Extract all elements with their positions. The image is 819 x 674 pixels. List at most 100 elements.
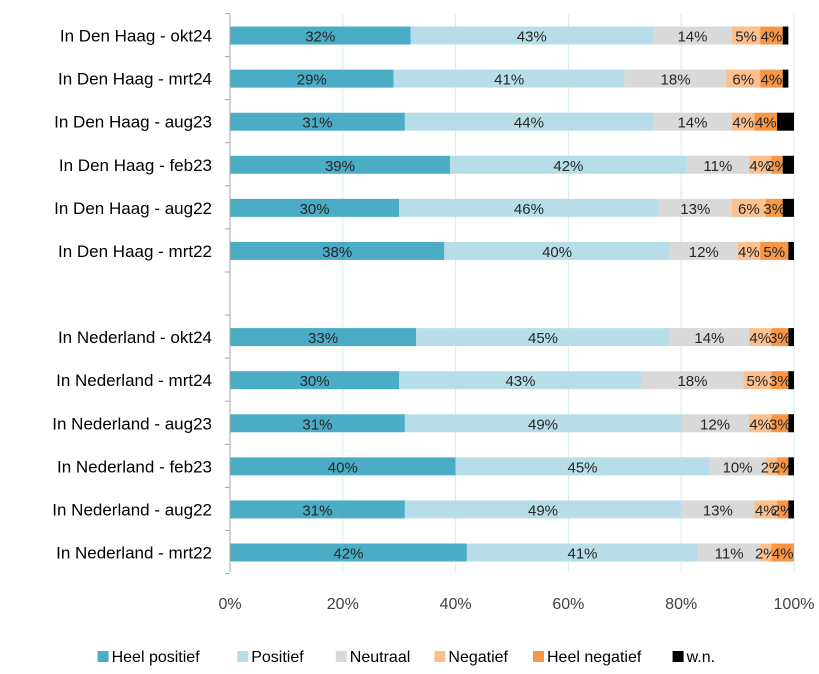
bar-segment (748, 414, 772, 433)
bar-segment (788, 371, 794, 390)
legend-label: Positief (251, 649, 304, 666)
bar-segment (230, 543, 467, 562)
data-label: 49% (528, 502, 558, 519)
data-label: 43% (517, 29, 547, 46)
bar-segment (760, 543, 772, 562)
data-label: 4% (738, 244, 760, 261)
legend-swatch (533, 651, 544, 662)
data-label: 2% (772, 502, 794, 519)
data-label: 3% (769, 373, 791, 390)
data-label: 18% (661, 72, 691, 89)
data-label: 5% (746, 373, 768, 390)
category-label: In Den Haag - feb23 (59, 156, 212, 175)
bar-segment (754, 112, 778, 131)
bar-segment (230, 241, 445, 260)
bar-segment (748, 155, 772, 174)
data-label: 39% (325, 158, 355, 175)
bar-segment (686, 155, 749, 174)
data-label: 30% (300, 201, 330, 218)
data-label: 46% (514, 201, 544, 218)
bar-segment (771, 414, 789, 433)
legend-label: Negatief (448, 649, 508, 666)
bar-segment (777, 112, 794, 131)
data-label: 4% (749, 416, 771, 433)
data-label: 4% (732, 115, 754, 132)
data-label: 45% (528, 330, 558, 347)
data-label: 5% (763, 244, 785, 261)
data-label: 14% (677, 29, 707, 46)
data-label: 4% (761, 29, 783, 46)
bar-segment (653, 26, 732, 45)
data-label: 4% (749, 330, 771, 347)
category-label: In Den Haag - aug22 (54, 199, 212, 218)
bar-segment (726, 69, 761, 88)
data-label: 30% (300, 373, 330, 390)
bar-segment (416, 328, 670, 347)
category-label: In Den Haag - aug23 (54, 113, 212, 132)
bar-segment (404, 414, 682, 433)
bar-segment (410, 26, 653, 45)
legend-label: Neutraal (350, 649, 410, 666)
data-label: 11% (715, 546, 744, 563)
bar-segment (731, 112, 755, 131)
legend-swatch (672, 651, 684, 662)
category-label: In Den Haag - okt24 (60, 27, 212, 46)
bars: 32% 43% 14% 5% 4%29% 41% 18% 6% 4%31% 44% 14% 4% 4%3… (230, 26, 794, 563)
data-label: 2% (766, 158, 788, 175)
bar-segment (230, 155, 450, 174)
bar-segment (777, 500, 789, 519)
data-label: 5% (735, 29, 757, 46)
category-labels: In Den Haag - okt24 In Den Haag - mrt24 In… (52, 27, 212, 563)
data-label: 6% (738, 201, 760, 218)
bar-segment (765, 457, 778, 476)
bar-segment (444, 241, 670, 260)
bar-segment (658, 198, 732, 217)
legend-swatch (97, 651, 109, 662)
bar-segment (731, 26, 761, 45)
legend-label: Heel negatief (547, 649, 642, 666)
bar-segment (681, 500, 755, 519)
data-label: 2% (755, 546, 777, 563)
data-label: 4% (749, 158, 771, 175)
data-label: 13% (680, 201, 710, 218)
bar-segment (765, 198, 783, 217)
data-label: 14% (694, 330, 724, 347)
data-label: 10% (723, 459, 753, 476)
data-label: 40% (542, 244, 572, 261)
legend-label: w.n. (686, 649, 715, 666)
category-label: In Den Haag - mrt22 (58, 242, 212, 261)
bar-segment (782, 198, 794, 217)
bar-segment (782, 155, 794, 174)
data-label: 4% (772, 546, 794, 563)
x-tick-label: 80% (665, 596, 697, 613)
bar-segment (669, 241, 738, 260)
bar-segment (466, 543, 699, 562)
bar-segment (230, 198, 400, 217)
x-tick-label: 0% (218, 596, 241, 613)
bar-segment (731, 198, 766, 217)
bar-segment (771, 371, 789, 390)
bar-segment (669, 328, 749, 347)
bar-segment (230, 328, 417, 347)
bar-segment (760, 241, 789, 260)
x-tick-label: 60% (552, 596, 584, 613)
category-label: In Nederland - aug22 (52, 500, 212, 519)
x-tick-label: 100% (774, 596, 815, 613)
data-label: 45% (567, 459, 597, 476)
data-label: 38% (322, 244, 352, 261)
x-tick-labels: 0% 20% 40% 60% 80% 100% (218, 596, 814, 613)
bar-segment (230, 457, 456, 476)
bar-segment (681, 414, 749, 433)
bar-segment (709, 457, 766, 476)
bar-segment (404, 112, 653, 131)
data-label: 2% (772, 459, 794, 476)
data-label: 4% (761, 72, 783, 89)
data-label: 14% (677, 115, 707, 132)
bar-segment (788, 414, 794, 433)
data-label: 43% (505, 373, 535, 390)
bar-segment (788, 241, 794, 260)
bar-segment (760, 26, 783, 45)
data-label: 31% (302, 416, 332, 433)
bar-segment (782, 69, 789, 88)
